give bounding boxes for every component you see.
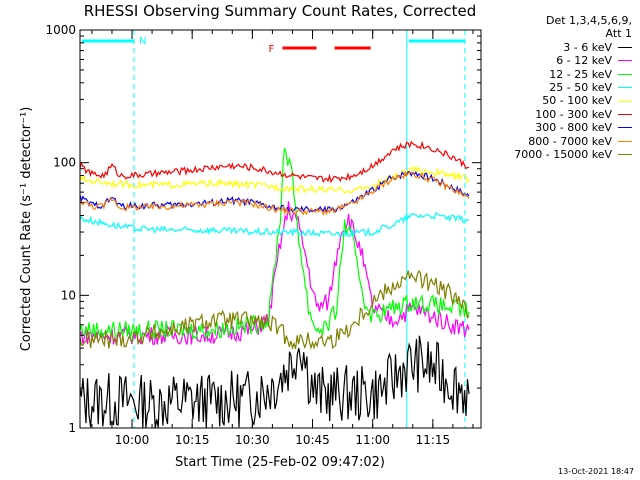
x-tick-label: 11:00 [355,433,390,447]
series-line [79,201,470,346]
legend-swatch [618,87,632,89]
legend-swatch [618,154,632,156]
legend: Det 1,3,4,5,6,9, Att 1 3 - 6 keV 6 - 12 k… [486,14,636,161]
legend-entry: 50 - 100 keV [486,94,636,107]
legend-entry: 800 - 7000 keV [486,135,636,148]
legend-entry-label: 50 - 100 keV [542,94,612,108]
x-axis-label: Start Time (25-Feb-02 09:47:02) [175,455,385,470]
legend-swatch [618,100,632,102]
flare-annotation: F [268,44,274,55]
legend-swatch [618,113,632,115]
legend-entry: 3 - 6 keV [486,41,636,54]
x-tick-label: 10:15 [175,433,210,447]
legend-entry: 7000 - 15000 keV [486,148,636,161]
footer-timestamp: 13-Oct-2021 18:47 [558,467,634,476]
plot-frame [79,29,482,429]
y-axis-label: Corrected Count Rate (s⁻¹ detector⁻¹) [19,107,34,352]
x-tick-label: 11:15 [416,433,451,447]
legend-entry-label: 12 - 25 keV [549,67,612,81]
x-tick-label: 10:30 [235,433,270,447]
data-series [79,140,470,429]
legend-entry-label: 800 - 7000 keV [528,134,612,148]
legend-swatch [618,73,632,75]
night-annotation: N [139,36,146,47]
legend-swatch [618,60,632,62]
legend-swatch [618,127,632,129]
legend-entry: 300 - 800 keV [486,121,636,134]
legend-entry-label: 100 - 300 keV [535,107,612,121]
series-line [79,211,469,238]
y-tick-label: 1000 [45,23,76,37]
legend-swatch [618,140,632,142]
y-tick-label: 1 [68,421,76,435]
x-tick-label: 10:00 [115,433,150,447]
series-line [79,170,470,216]
series-line [79,269,470,351]
legend-entry: 100 - 300 keV [486,108,636,121]
legend-entry-label: 25 - 50 keV [549,80,612,94]
chart-title: RHESSI Observing Summary Count Rates, Co… [84,2,477,20]
legend-header-line-2: Att 1 [605,27,632,41]
legend-entry: 25 - 50 keV [486,81,636,94]
legend-entry: 6 - 12 keV [486,54,636,67]
legend-entry-label: 6 - 12 keV [556,54,612,68]
x-tick-label: 10:45 [295,433,330,447]
x-axis: 10:00 10:15 10:30 10:45 11:00 11:15 [91,30,474,447]
legend-swatch [618,47,632,48]
legend-entry: 12 - 25 keV [486,68,636,81]
y-tick-label: 100 [53,156,76,170]
legend-entries: 3 - 6 keV 6 - 12 keV 12 - 25 keV 25 - 50 ke… [486,41,636,162]
legend-entry-label: 3 - 6 keV [563,40,612,54]
series-line [79,140,469,184]
y-axis: 1 10 100 1000 [45,23,481,435]
series-line [79,335,470,429]
legend-header-line-1: Det 1,3,4,5,6,9, [545,14,632,27]
annotations: NF [139,36,274,55]
legend-entry-label: 300 - 800 keV [535,121,612,135]
y-tick-label: 10 [61,288,76,302]
legend-entry-label: 7000 - 15000 keV [514,147,612,161]
series-line [79,165,470,195]
